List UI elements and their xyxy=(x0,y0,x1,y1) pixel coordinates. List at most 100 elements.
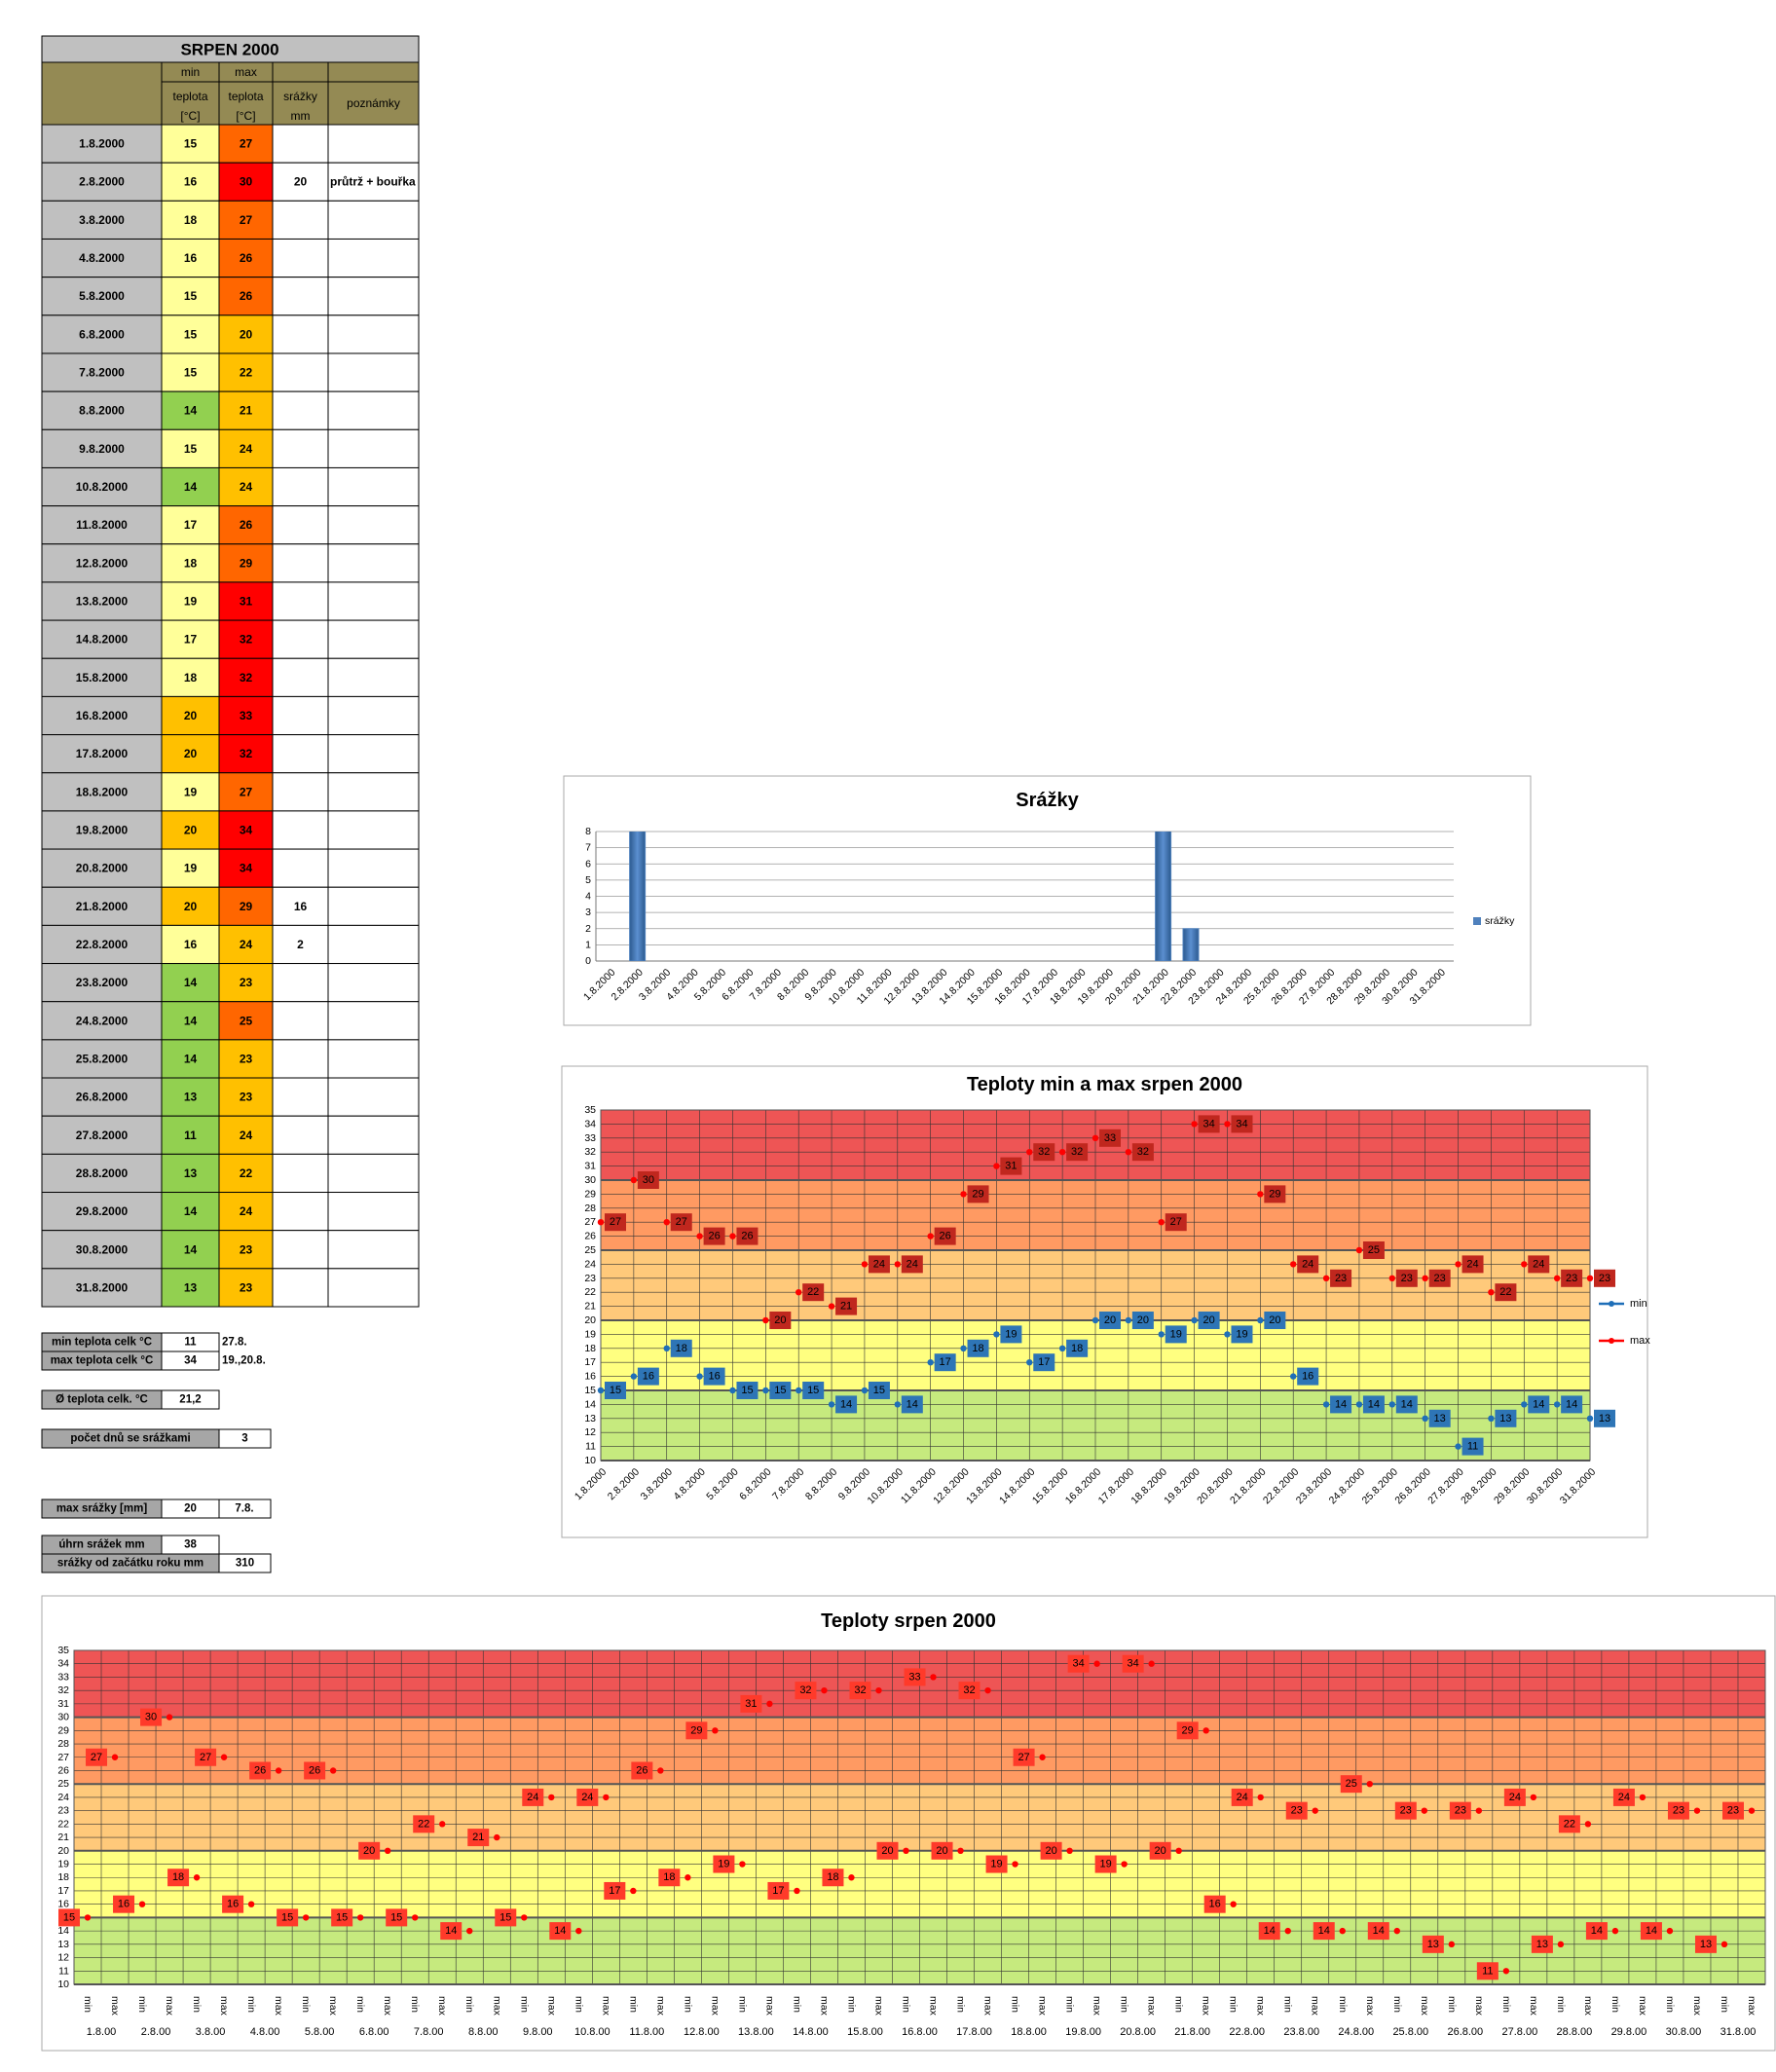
data-label: 19 xyxy=(718,1859,729,1870)
table-cell xyxy=(272,466,329,507)
x-tick-label: max xyxy=(1637,1996,1648,2016)
series-point xyxy=(302,1914,310,1921)
data-label-box xyxy=(413,1815,435,1833)
series-point xyxy=(766,1700,773,1708)
table-cell xyxy=(272,1039,329,1079)
table-date: 14.8.2000 xyxy=(76,633,129,647)
table-cell xyxy=(218,1268,274,1308)
table-cell xyxy=(41,1153,163,1194)
data-label: 27 xyxy=(200,1752,211,1763)
data-label: 33 xyxy=(1104,1132,1116,1144)
data-label: 29 xyxy=(1182,1724,1194,1736)
table-header xyxy=(41,61,420,126)
data-label-box xyxy=(1264,1312,1286,1329)
data-label: 15 xyxy=(774,1385,786,1396)
data-label-box xyxy=(1122,1654,1144,1673)
group-label: 1.8.00 xyxy=(87,2026,117,2038)
header-label: srážky xyxy=(283,90,317,103)
data-label: 29 xyxy=(972,1188,983,1200)
table-value: 24 xyxy=(240,938,253,951)
data-label: 29 xyxy=(690,1724,702,1736)
x-tick-label: min xyxy=(1010,1996,1021,2013)
data-label-box xyxy=(967,1339,989,1357)
series-point xyxy=(1586,1415,1594,1423)
data-label-box xyxy=(1040,1841,1062,1860)
data-label-box xyxy=(1297,1367,1319,1386)
table-cell xyxy=(327,200,420,240)
series-point xyxy=(1455,1261,1462,1268)
data-label: 34 xyxy=(1072,1658,1084,1670)
data-label-box xyxy=(1176,1721,1199,1740)
table-cell xyxy=(218,734,274,774)
x-tick-label: max xyxy=(709,1996,721,2016)
data-label-box xyxy=(769,1382,792,1399)
y-tick-label: 18 xyxy=(584,1343,596,1354)
series-point xyxy=(739,1861,746,1868)
table-cell xyxy=(218,314,274,354)
x-tick-label: max xyxy=(1691,1996,1703,2016)
data-label: 30 xyxy=(643,1174,654,1186)
series-point xyxy=(894,1401,901,1408)
series-point xyxy=(1366,1781,1373,1788)
y-tick-label: 24 xyxy=(584,1258,596,1270)
data-label: 23 xyxy=(1335,1273,1347,1284)
table-date: 28.8.2000 xyxy=(76,1166,129,1180)
y-tick-label: 33 xyxy=(57,1671,69,1683)
x-tick-label: min xyxy=(191,1996,203,2013)
series-point xyxy=(138,1901,146,1907)
data-label-box xyxy=(631,1761,653,1780)
x-tick-label: max xyxy=(872,1996,884,2016)
data-label: 30 xyxy=(145,1712,157,1723)
x-tick-label: max xyxy=(1746,1996,1758,2016)
table-value: 24 xyxy=(240,1128,253,1142)
header-label: mm xyxy=(291,109,311,123)
table-cell xyxy=(327,581,420,621)
table-date: 23.8.2000 xyxy=(76,976,129,989)
table-date: 12.8.2000 xyxy=(76,556,129,570)
data-label-box xyxy=(1449,1801,1471,1820)
x-tick-label: min xyxy=(1446,1996,1458,2013)
data-label: 26 xyxy=(940,1231,951,1242)
data-label: 20 xyxy=(1269,1314,1280,1326)
table-cell xyxy=(41,734,163,774)
data-label-box xyxy=(1330,1269,1352,1287)
y-tick-label: 10 xyxy=(57,1979,69,1990)
y-tick-label: 5 xyxy=(585,874,591,886)
y-tick-label: 34 xyxy=(584,1118,596,1129)
series-point xyxy=(1693,1807,1701,1814)
data-label: 17 xyxy=(1038,1356,1050,1368)
series-point xyxy=(1553,1401,1561,1408)
table-value: 24 xyxy=(240,480,253,494)
data-label-box xyxy=(467,1829,490,1847)
legend-label: max xyxy=(1630,1335,1650,1347)
table-date: 5.8.2000 xyxy=(79,289,125,303)
header-label: min xyxy=(181,65,200,79)
data-label-box xyxy=(904,1668,926,1686)
y-tick-label: 21 xyxy=(584,1301,596,1313)
table-cell xyxy=(327,277,420,316)
series-point xyxy=(1257,1191,1264,1198)
summary-value-cell xyxy=(161,1350,220,1371)
group-label: 25.8.00 xyxy=(1392,2026,1428,2038)
table-date: 18.8.2000 xyxy=(76,785,129,798)
data-label: 15 xyxy=(336,1911,348,1923)
data-label: 14 xyxy=(1335,1398,1347,1410)
series-point xyxy=(166,1714,173,1720)
table-cell xyxy=(272,238,329,278)
table-cell xyxy=(161,238,220,278)
data-label: 15 xyxy=(281,1911,293,1923)
group-label: 22.8.00 xyxy=(1229,2026,1265,2038)
summary-value: 34 xyxy=(184,1355,197,1367)
series-point xyxy=(1530,1794,1537,1801)
table-value: 18 xyxy=(184,671,198,684)
series-point xyxy=(1066,1847,1073,1855)
x-tick-label: max xyxy=(1201,1996,1212,2016)
table-cell xyxy=(218,466,274,507)
y-tick-label: 28 xyxy=(57,1738,69,1750)
data-label: 26 xyxy=(708,1231,720,1242)
series-point xyxy=(993,1331,1000,1338)
data-label-box xyxy=(1462,1255,1484,1274)
series-point xyxy=(930,1674,937,1681)
series-point xyxy=(712,1727,719,1734)
data-label-box xyxy=(1099,1312,1121,1329)
